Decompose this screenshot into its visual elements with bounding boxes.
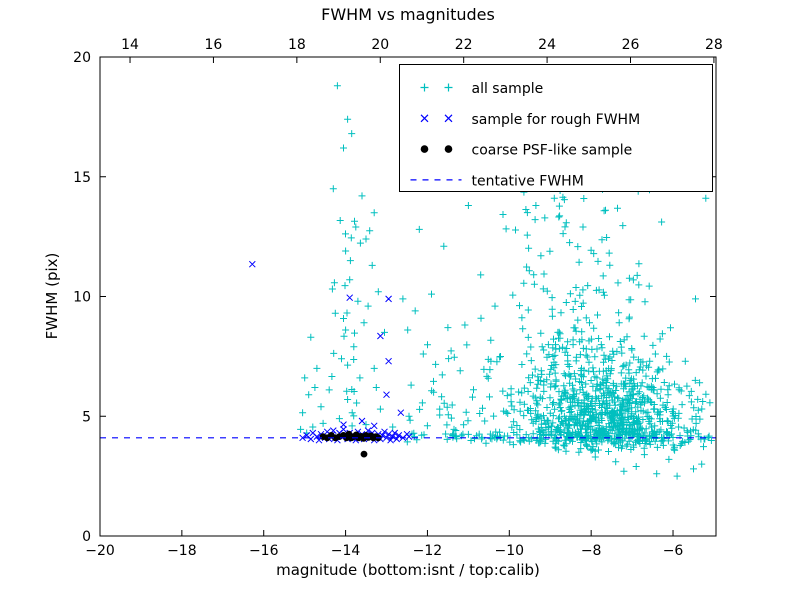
chart-title: FWHM vs magnitudes (321, 5, 495, 24)
top-tick-label: 18 (288, 37, 306, 53)
legend-label: all sample (472, 81, 544, 97)
legend-label: coarse PSF-like sample (472, 143, 633, 159)
plot-area (100, 82, 716, 480)
x-tick-label: −10 (495, 543, 525, 559)
y-tick-label: 20 (73, 50, 91, 66)
top-tick-label: 20 (371, 37, 389, 53)
top-tick-label: 22 (455, 37, 473, 53)
legend: all sample sample for rough FWHM coarse PS… (399, 64, 713, 192)
x-tick-label: −12 (413, 543, 443, 559)
legend-plus-marker (420, 83, 453, 92)
x-tick-label: −18 (167, 543, 197, 559)
x-tick-label: −16 (249, 543, 279, 559)
legend-label: sample for rough FWHM (472, 112, 641, 128)
legend-x-marker (420, 114, 453, 123)
x-axis-label: magnitude (bottom:isnt / top:calib) (276, 561, 540, 579)
x-tick-label: −14 (331, 543, 361, 559)
y-tick-label: 15 (73, 170, 91, 186)
y-tick-label: 10 (73, 290, 91, 306)
legend-label: tentative FWHM (472, 173, 584, 189)
x-tick-label: −6 (663, 543, 684, 559)
legend-circle-marker (420, 145, 429, 153)
y-tick-label: 0 (82, 529, 91, 545)
top-tick-label: 28 (705, 37, 723, 53)
series-all-sample (297, 82, 715, 480)
top-tick-label: 14 (121, 37, 139, 53)
top-tick-label: 26 (622, 37, 640, 53)
x-tick-label: −8 (581, 543, 602, 559)
legend-circle-marker (444, 145, 453, 153)
top-tick-label: 16 (205, 37, 223, 53)
tick-labels: −20 −18 −16 −14 −12 −10 −8 −6 14 16 18 20 22 24 26 28 0 5… (73, 37, 723, 559)
y-axis-label: FWHM (pix) (43, 252, 61, 340)
x-tick-label: −20 (85, 543, 115, 559)
y-tick-label: 5 (82, 409, 91, 425)
series-coarse-psf-like-sample (319, 430, 382, 458)
legend-box (399, 64, 713, 192)
ticks (99, 56, 716, 537)
top-tick-label: 24 (538, 37, 556, 53)
